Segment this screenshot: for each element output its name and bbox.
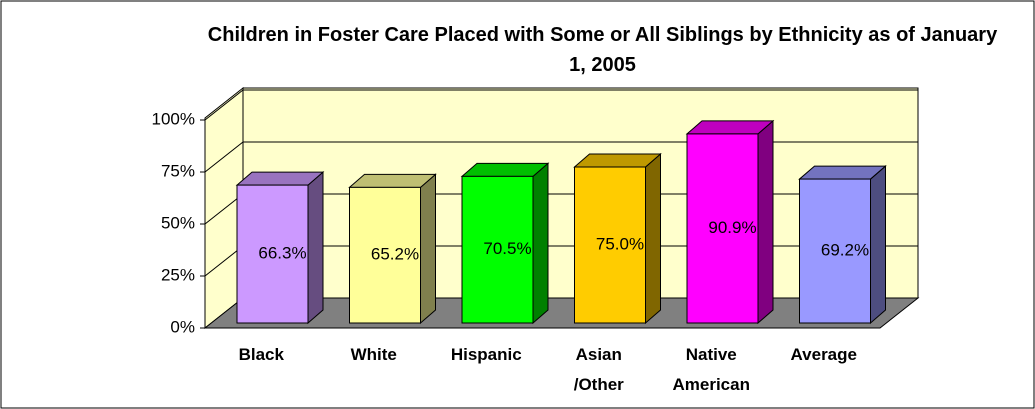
bar	[460, 162, 550, 325]
value-label: 90.9%	[708, 218, 756, 237]
bar-top	[685, 120, 775, 135]
y-tick-label: 75%	[161, 161, 195, 180]
bar-side	[307, 171, 324, 325]
x-tick-label: Asian /Other	[573, 345, 624, 394]
bar-front	[799, 178, 871, 324]
x-tick-label: Native American	[672, 345, 750, 394]
bar-top	[460, 162, 550, 177]
bar	[685, 119, 775, 325]
bar-side	[532, 162, 549, 325]
value-label: 75.0%	[596, 234, 644, 253]
bar-top	[235, 171, 325, 186]
bar-side	[870, 164, 886, 325]
bar-front	[349, 186, 421, 324]
bar-front	[686, 133, 759, 324]
y-tick-label: 25%	[161, 265, 195, 284]
y-tick-label: 50%	[161, 213, 195, 232]
bar	[798, 164, 887, 325]
x-tick-label: Average	[790, 345, 857, 364]
chart-title: Children in Foster Care Placed with Some…	[207, 24, 998, 76]
y-tick-label: 0%	[170, 317, 195, 336]
bar	[235, 171, 325, 325]
bar-side	[645, 152, 661, 325]
bar-front	[574, 166, 646, 324]
value-label: 69.2%	[821, 241, 869, 260]
y-tick-label: 100%	[152, 109, 195, 128]
x-tick-label: Black	[238, 345, 284, 364]
grid-line	[204, 89, 918, 121]
bar-top	[348, 173, 437, 188]
bar-side	[420, 173, 436, 325]
bar-top	[573, 153, 662, 168]
bar-top	[798, 165, 887, 180]
bar	[573, 152, 662, 325]
x-tick-label: Hispanic	[450, 345, 522, 364]
bar-front	[236, 184, 309, 324]
value-label: 70.5%	[483, 239, 531, 258]
bar-side	[757, 119, 774, 325]
x-tick-label: White	[350, 345, 397, 364]
bar	[348, 173, 437, 325]
value-label: 65.2%	[371, 245, 419, 264]
value-label: 66.3%	[258, 244, 306, 263]
bar-front	[461, 175, 534, 324]
